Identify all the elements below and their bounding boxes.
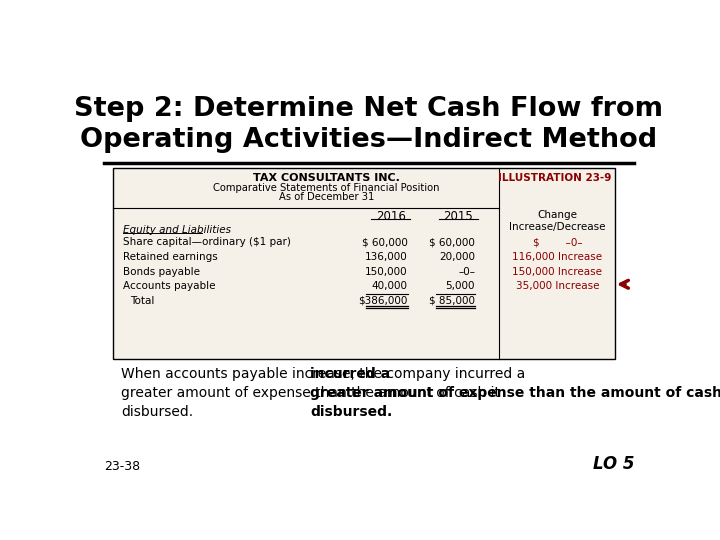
Text: $        –0–: $ –0– — [533, 237, 582, 247]
Text: 23-38: 23-38 — [104, 460, 140, 473]
Text: Change
Increase/Decrease: Change Increase/Decrease — [509, 210, 606, 232]
Text: As of December 31: As of December 31 — [279, 192, 374, 202]
Text: 40,000: 40,000 — [372, 281, 408, 291]
Text: 116,000 Increase: 116,000 Increase — [512, 252, 603, 262]
Text: $ 85,000: $ 85,000 — [429, 296, 475, 306]
Text: $ 60,000: $ 60,000 — [429, 237, 475, 247]
Text: incurred a
greater amount of expense than the amount of cash it
disbursed.: incurred a greater amount of expense tha… — [310, 367, 720, 418]
Text: –0–: –0– — [458, 267, 475, 276]
Text: 2015: 2015 — [444, 210, 473, 222]
Text: Comparative Statements of Financial Position: Comparative Statements of Financial Posi… — [213, 183, 440, 193]
Text: 5,000: 5,000 — [446, 281, 475, 291]
Text: 150,000 Increase: 150,000 Increase — [513, 267, 603, 276]
Text: Total: Total — [130, 296, 155, 306]
Text: Step 2: Determine Net Cash Flow from
Operating Activities—Indirect Method: Step 2: Determine Net Cash Flow from Ope… — [74, 96, 664, 153]
Text: TAX CONSULTANTS INC.: TAX CONSULTANTS INC. — [253, 173, 400, 183]
Text: $386,000: $386,000 — [359, 296, 408, 306]
Text: Retained earnings: Retained earnings — [122, 252, 217, 262]
Text: 20,000: 20,000 — [439, 252, 475, 262]
Text: $ 60,000: $ 60,000 — [362, 237, 408, 247]
Text: When accounts payable increase, the company incurred a
greater amount of expense: When accounts payable increase, the comp… — [121, 367, 526, 418]
Text: Equity and Liabilities: Equity and Liabilities — [122, 225, 230, 235]
Text: Share capital—ordinary ($1 par): Share capital—ordinary ($1 par) — [122, 237, 290, 247]
FancyBboxPatch shape — [113, 168, 616, 359]
Text: 136,000: 136,000 — [365, 252, 408, 262]
Text: 150,000: 150,000 — [365, 267, 408, 276]
Text: Accounts payable: Accounts payable — [122, 281, 215, 291]
Text: Bonds payable: Bonds payable — [122, 267, 199, 276]
Text: LO 5: LO 5 — [593, 455, 634, 473]
Text: 2016: 2016 — [376, 210, 405, 222]
Text: ILLUSTRATION 23-9: ILLUSTRATION 23-9 — [498, 173, 611, 183]
Text: 35,000 Increase: 35,000 Increase — [516, 281, 599, 291]
